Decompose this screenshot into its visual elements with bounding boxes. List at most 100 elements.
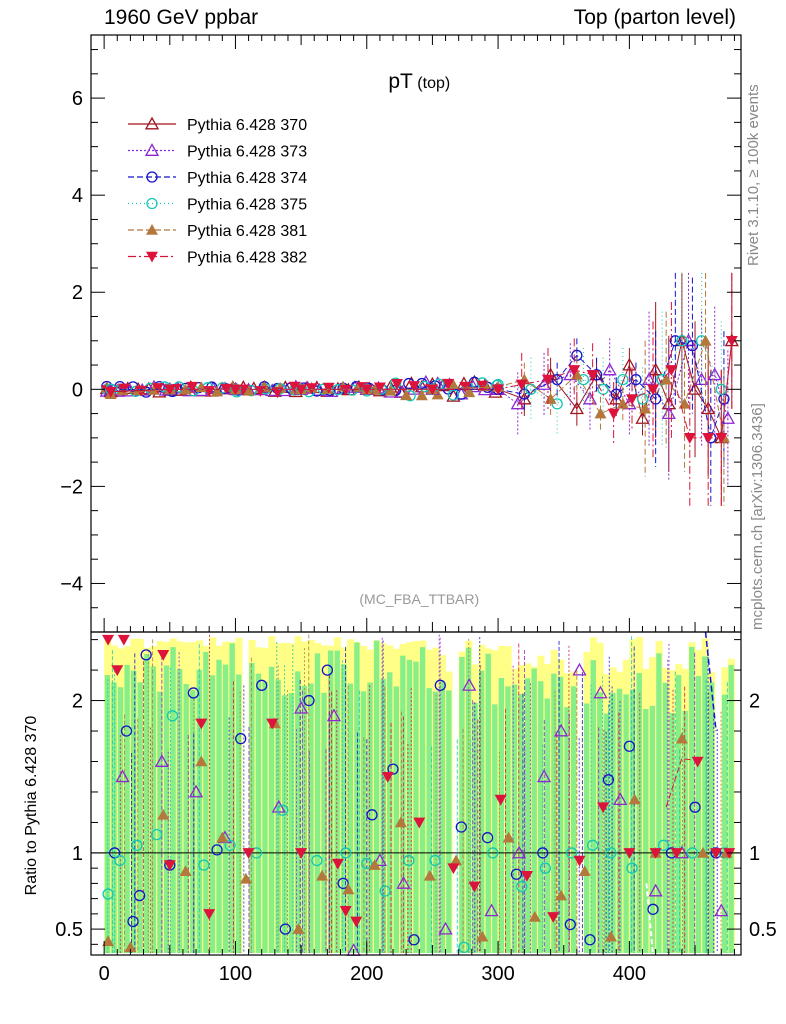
ratio-point xyxy=(689,801,701,813)
band-green xyxy=(708,682,715,953)
data-point xyxy=(551,398,563,410)
legend-marker xyxy=(144,143,160,156)
ratio-point xyxy=(366,809,378,821)
ratio-point xyxy=(572,662,587,676)
band-green xyxy=(163,665,170,953)
data-point xyxy=(360,384,373,396)
ratio-point xyxy=(340,847,352,859)
ratio-point xyxy=(613,792,628,806)
ratio-point xyxy=(649,848,662,859)
ratio-point xyxy=(429,854,441,867)
y-tick-label: 4 xyxy=(72,185,83,207)
legend-label: Pythia 6.428 381 xyxy=(187,223,307,240)
ratio-point xyxy=(195,718,208,730)
ratio-point xyxy=(675,732,688,744)
band-green xyxy=(334,650,340,953)
ratio-point xyxy=(242,848,255,859)
band-green xyxy=(557,676,564,953)
band-green xyxy=(196,669,203,953)
data-point xyxy=(622,357,637,371)
data-point xyxy=(426,384,439,396)
band-green xyxy=(695,676,702,953)
ratio-point xyxy=(361,857,373,870)
band-green xyxy=(295,671,301,953)
band-green xyxy=(682,711,688,953)
ratio-point xyxy=(102,888,114,900)
ratio-point xyxy=(597,802,610,814)
ratio-point xyxy=(602,774,615,786)
chart-watermark: (MC_FBA_TTBAR) xyxy=(359,591,479,607)
ratio-point xyxy=(187,687,200,699)
band-green xyxy=(498,677,505,953)
ratio-point xyxy=(584,934,596,946)
data-point xyxy=(541,374,554,386)
ratio-point xyxy=(438,921,453,935)
ratio-point xyxy=(403,854,415,867)
band-green xyxy=(446,690,452,953)
ratio-point xyxy=(462,677,477,691)
ratio-point xyxy=(277,804,289,816)
band-green xyxy=(518,694,524,953)
dense-point xyxy=(186,381,199,393)
data-point xyxy=(569,401,584,415)
legend-label: Pythia 6.428 374 xyxy=(187,170,307,187)
ratio-point xyxy=(710,848,723,859)
ratio-point xyxy=(131,839,143,851)
data-point xyxy=(295,384,308,396)
ratio-series-5 xyxy=(102,634,736,928)
ratio-point xyxy=(555,889,568,901)
ratio-point xyxy=(303,694,315,707)
ratio-point xyxy=(195,755,208,767)
header-right: Top (parton level) xyxy=(573,6,736,29)
ratio-point xyxy=(481,832,494,844)
ratio-point xyxy=(166,710,179,722)
band-green xyxy=(150,666,157,953)
data-point xyxy=(492,384,505,396)
ratio-point xyxy=(605,930,617,942)
y-tick-label: 0 xyxy=(72,379,83,401)
band-green xyxy=(564,707,570,953)
band-green xyxy=(170,647,176,953)
band-green xyxy=(216,659,222,953)
band-green xyxy=(380,678,386,953)
x-tick-label: 200 xyxy=(350,963,383,985)
band-green xyxy=(387,672,393,953)
ratio-point xyxy=(626,862,638,874)
x-tick-label: 300 xyxy=(481,963,514,985)
dense-point xyxy=(373,382,386,394)
ratio-point xyxy=(111,665,124,677)
ratio-point xyxy=(434,679,446,691)
ratio-point xyxy=(379,885,391,897)
ratio-point xyxy=(628,793,641,805)
band-green xyxy=(433,691,439,953)
data-point xyxy=(626,394,639,406)
dense-point xyxy=(459,381,472,393)
ratio-point xyxy=(670,848,683,859)
ratio-point xyxy=(368,859,381,870)
ratio-point xyxy=(117,634,130,646)
data-point xyxy=(607,408,620,420)
band-green xyxy=(190,690,196,953)
ratio-point xyxy=(553,723,569,737)
ratio-point xyxy=(686,847,699,859)
band-green xyxy=(314,653,321,953)
band-green xyxy=(675,675,682,953)
ratio-point xyxy=(648,883,663,897)
band-green xyxy=(268,666,275,953)
data-point xyxy=(602,362,617,376)
legend: Pythia 6.428 370 Pythia 6.428 373 Pythia 6… xyxy=(128,116,307,267)
dense-point xyxy=(408,381,421,392)
ratio-point xyxy=(536,769,552,783)
band-green xyxy=(288,693,294,953)
ratio-point xyxy=(102,634,115,646)
data-point xyxy=(676,335,688,347)
ratio-y-tick-label-right: 1 xyxy=(749,843,760,865)
band-green xyxy=(176,669,183,953)
ratio-point xyxy=(157,808,170,820)
band-green xyxy=(413,661,419,953)
band-green xyxy=(544,698,550,953)
ratio-point xyxy=(127,915,139,928)
band-green xyxy=(689,646,695,953)
band-green xyxy=(341,664,347,953)
data-point xyxy=(683,433,696,444)
